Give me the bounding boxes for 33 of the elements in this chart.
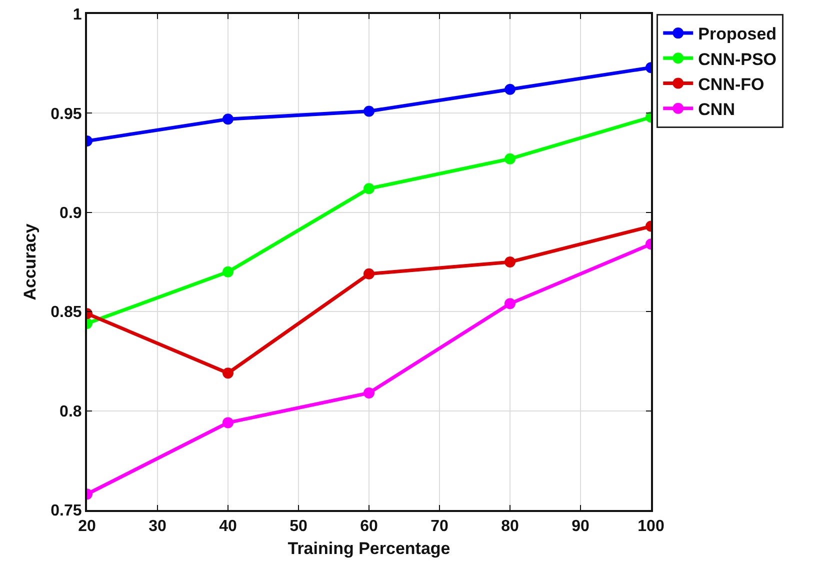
y-axis-title: Accuracy: [20, 223, 40, 300]
legend-label: CNN: [698, 100, 735, 119]
x-tick-label: 80: [501, 518, 519, 536]
point: [364, 268, 374, 280]
y-tick-label: 0.85: [50, 304, 82, 322]
y-tick-label: 0.9: [60, 205, 82, 222]
x-axis-title: Training Percentage: [288, 539, 450, 558]
x-tick-label: 70: [430, 518, 448, 536]
point: [504, 84, 516, 95]
point: [364, 106, 374, 117]
legend-label: CNN-FO: [698, 74, 764, 94]
x-tick-label: 40: [219, 518, 237, 536]
x-tick-label: 30: [148, 518, 166, 536]
y-tick-label: 0.8: [60, 403, 82, 420]
point: [504, 256, 516, 268]
x-tick-label: 20: [78, 518, 96, 536]
point: [364, 183, 374, 194]
legend-label: CNN-PSO: [698, 50, 777, 69]
y-tick-label: 0.75: [50, 502, 82, 520]
x-tick-label: 60: [360, 518, 378, 536]
x-tick-label: 50: [290, 518, 308, 536]
legend-label: Proposed: [698, 24, 777, 44]
point: [222, 417, 234, 428]
point: [504, 153, 516, 164]
x-tick-label: 90: [572, 518, 590, 536]
x-tick-label: 100: [638, 518, 664, 536]
point: [222, 368, 234, 379]
y-tick-label: 0.95: [50, 106, 82, 123]
y-tick-label: 1: [72, 6, 82, 24]
point: [222, 114, 234, 125]
point: [504, 298, 516, 310]
point: [364, 387, 374, 398]
point: [222, 266, 234, 278]
